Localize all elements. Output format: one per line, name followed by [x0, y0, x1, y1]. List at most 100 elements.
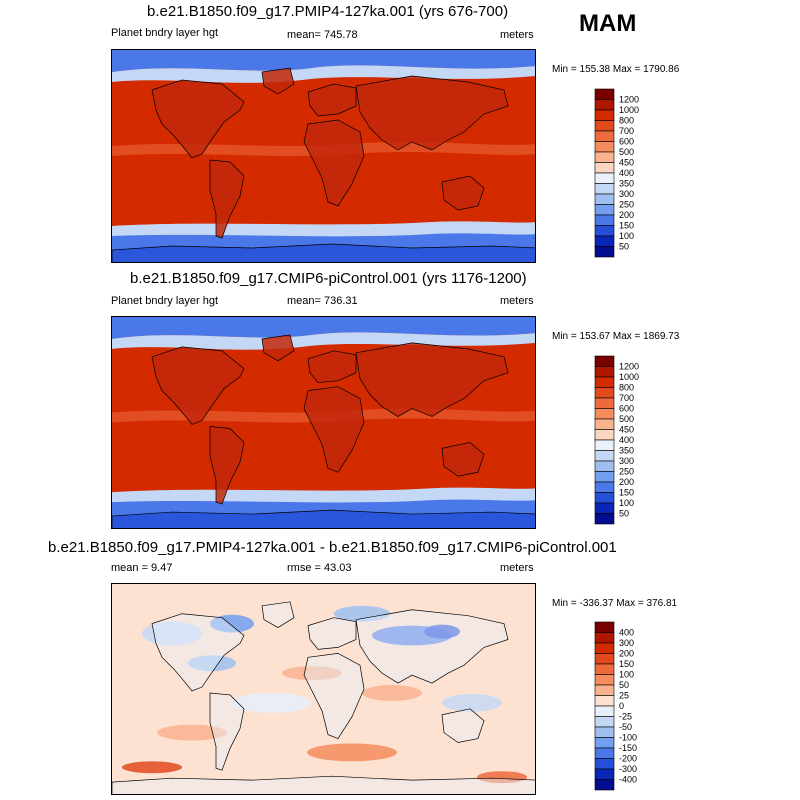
- colorbar-swatch: [594, 747, 615, 759]
- anomaly-patch: [142, 621, 202, 646]
- anomaly-patch: [477, 771, 527, 784]
- colorbar-swatch: [594, 513, 615, 525]
- coastline: [112, 243, 535, 262]
- colorbar-tick-label: -400: [619, 775, 637, 785]
- colorbar-swatch: [594, 214, 615, 226]
- colorbar-swatch: [594, 663, 615, 675]
- colorbar-tick-label: 400: [619, 435, 634, 445]
- colorbar-tick-label: 300: [619, 189, 634, 199]
- coastline: [112, 509, 535, 528]
- land-shading: [152, 346, 244, 425]
- colorbar-swatch: [594, 120, 615, 132]
- land-shading: [262, 68, 294, 94]
- colorbar-swatch: [594, 408, 615, 420]
- anomaly-patch: [157, 724, 227, 741]
- panel-2-title: b.e21.B1850.f09_g17.CMIP6-piControl.001 …: [130, 270, 527, 287]
- colorbar-swatch: [594, 632, 615, 644]
- panel-2-mean-label: mean= 736.31: [287, 295, 358, 307]
- colorbar-tick-label: 300: [619, 638, 634, 648]
- coastline: [303, 119, 365, 207]
- colorbar-swatch: [594, 653, 615, 665]
- panel-3-minmax: Min = -336.37 Max = 376.81: [552, 598, 678, 609]
- season-label: MAM: [579, 10, 637, 37]
- colorbar-tick-label: 1000: [619, 372, 639, 382]
- colorbar-tick-label: 150: [619, 221, 634, 231]
- colorbar-swatch: [594, 366, 615, 378]
- colorbar-swatch: [594, 705, 615, 717]
- colorbar-swatch: [594, 88, 615, 100]
- coastline: [261, 67, 295, 95]
- anomaly-patch: [122, 761, 182, 774]
- colorbar-tick-label: 1000: [619, 105, 639, 115]
- colorbar-swatch: [594, 151, 615, 163]
- colorbar-swatch: [594, 758, 615, 770]
- colorbar-tick-label: 450: [619, 425, 634, 435]
- colorbar-tick-label: 800: [619, 116, 634, 126]
- colorbar-tick-label: -150: [619, 743, 637, 753]
- colorbar-swatch: [594, 674, 615, 686]
- coastline: [303, 386, 365, 473]
- land-shading: [356, 609, 508, 684]
- panel-3-units-label: meters: [500, 562, 534, 574]
- colorbar-swatch: [594, 768, 615, 780]
- coastline: [112, 775, 535, 794]
- colorbar-swatch: [594, 460, 615, 472]
- panel-3-title: b.e21.B1850.f09_g17.PMIP4-127ka.001 - b.…: [48, 539, 617, 556]
- colorbar-swatch: [594, 109, 615, 121]
- colorbar-swatch: [594, 235, 615, 247]
- colorbar-swatch: [594, 429, 615, 441]
- coastline: [151, 79, 245, 159]
- land-shading: [210, 160, 244, 238]
- panel-1-variable-label: Planet bndry layer hgt: [111, 27, 219, 39]
- land-shading: [112, 510, 535, 528]
- coastline: [151, 613, 245, 692]
- colorbar-tick-label: 400: [619, 628, 634, 638]
- pmip4-127ka-map: [111, 49, 536, 263]
- land-shading: [308, 350, 356, 383]
- colorbar-swatch: [594, 726, 615, 738]
- colorbar-tick-label: -100: [619, 733, 637, 743]
- colorbar-tick-label: 600: [619, 404, 634, 414]
- land-shading: [262, 334, 294, 361]
- colorbar-tick-label: 50: [619, 509, 629, 519]
- land-shading: [210, 692, 244, 771]
- panel-3-rmse-label: rmse = 43.03: [287, 562, 352, 574]
- panel-1-minmax: Min = 155.38 Max = 1790.86: [552, 64, 680, 75]
- colorbar-tick-label: 500: [619, 414, 634, 424]
- colorbar-swatch: [594, 492, 615, 504]
- colorbar-tick-label: 400: [619, 168, 634, 178]
- panel-1-colorbar: 1200 1000 800 700 600 500 450 400 350 300 250 200 15…: [594, 88, 695, 259]
- panel-2-colorbar: 1200 1000 800 700 600 500 450 400 350 300 250 200 15…: [594, 355, 695, 526]
- coastline: [355, 342, 509, 417]
- colorbar-tick-label: 1200: [619, 95, 639, 105]
- land-shading: [308, 84, 356, 116]
- colorbar-tick-label: 600: [619, 137, 634, 147]
- coastline: [209, 692, 245, 771]
- colorbar-tick-label: 700: [619, 393, 634, 403]
- arctic-band: [112, 317, 535, 339]
- cmip6-picontrol-map: [111, 316, 536, 529]
- colorbar-swatch: [594, 450, 615, 462]
- colorbar-tick-label: 25: [619, 691, 629, 701]
- land-shading: [304, 386, 364, 473]
- colorbar-swatch: [594, 684, 615, 696]
- coastline: [441, 175, 485, 211]
- coastline: [261, 334, 295, 362]
- land-shading: [152, 613, 244, 691]
- colorbar-swatch: [594, 471, 615, 483]
- colorbar-swatch: [594, 225, 615, 237]
- land-shading: [442, 176, 484, 210]
- anomaly-patch: [282, 666, 342, 681]
- colorbar-tick-label: 700: [619, 126, 634, 136]
- colorbar-swatch: [594, 246, 615, 258]
- panel-2-units-label: meters: [500, 295, 534, 307]
- colorbar-swatch: [594, 502, 615, 514]
- colorbar-tick-label: -50: [619, 722, 632, 732]
- colorbar-swatch: [594, 779, 615, 791]
- colorbar-swatch: [594, 621, 615, 633]
- coastline: [307, 83, 357, 117]
- colorbar-tick-label: 350: [619, 179, 634, 189]
- colorbar-tick-label: 200: [619, 210, 634, 220]
- land-shading: [152, 80, 244, 158]
- panel-3-mean-label: mean = 9.47: [111, 562, 173, 574]
